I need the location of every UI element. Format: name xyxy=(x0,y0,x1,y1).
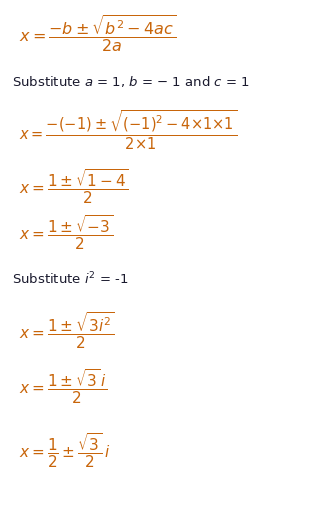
Text: $x = \dfrac{-b \pm \sqrt{b^2 - 4ac}}{2a}$: $x = \dfrac{-b \pm \sqrt{b^2 - 4ac}}{2a}… xyxy=(19,13,176,54)
Text: $x = \dfrac{-(-1) \pm \sqrt{(-1)^2 - 4{\times}1{\times}1}}{2{\times}1}$: $x = \dfrac{-(-1) \pm \sqrt{(-1)^2 - 4{\… xyxy=(19,109,237,152)
Text: $x = \dfrac{1}{2} \pm \dfrac{\sqrt{3}}{2}\,i$: $x = \dfrac{1}{2} \pm \dfrac{\sqrt{3}}{2… xyxy=(19,431,111,470)
Text: $x = \dfrac{1 \pm \sqrt{-3}}{2}$: $x = \dfrac{1 \pm \sqrt{-3}}{2}$ xyxy=(19,214,113,252)
Text: $x = \dfrac{1 \pm \sqrt{3}\,i}{2}$: $x = \dfrac{1 \pm \sqrt{3}\,i}{2}$ xyxy=(19,367,107,406)
Text: $x = \dfrac{1 \pm \sqrt{3i^2}}{2}$: $x = \dfrac{1 \pm \sqrt{3i^2}}{2}$ xyxy=(19,310,114,351)
Text: Substitute $a$ = 1, $b$ = − 1 and $c$ = 1: Substitute $a$ = 1, $b$ = − 1 and $c$ = … xyxy=(12,74,250,90)
Text: $x = \dfrac{1 \pm \sqrt{1 - 4}}{2}$: $x = \dfrac{1 \pm \sqrt{1 - 4}}{2}$ xyxy=(19,167,128,206)
Text: Substitute $i^2$ = -1: Substitute $i^2$ = -1 xyxy=(12,271,129,287)
